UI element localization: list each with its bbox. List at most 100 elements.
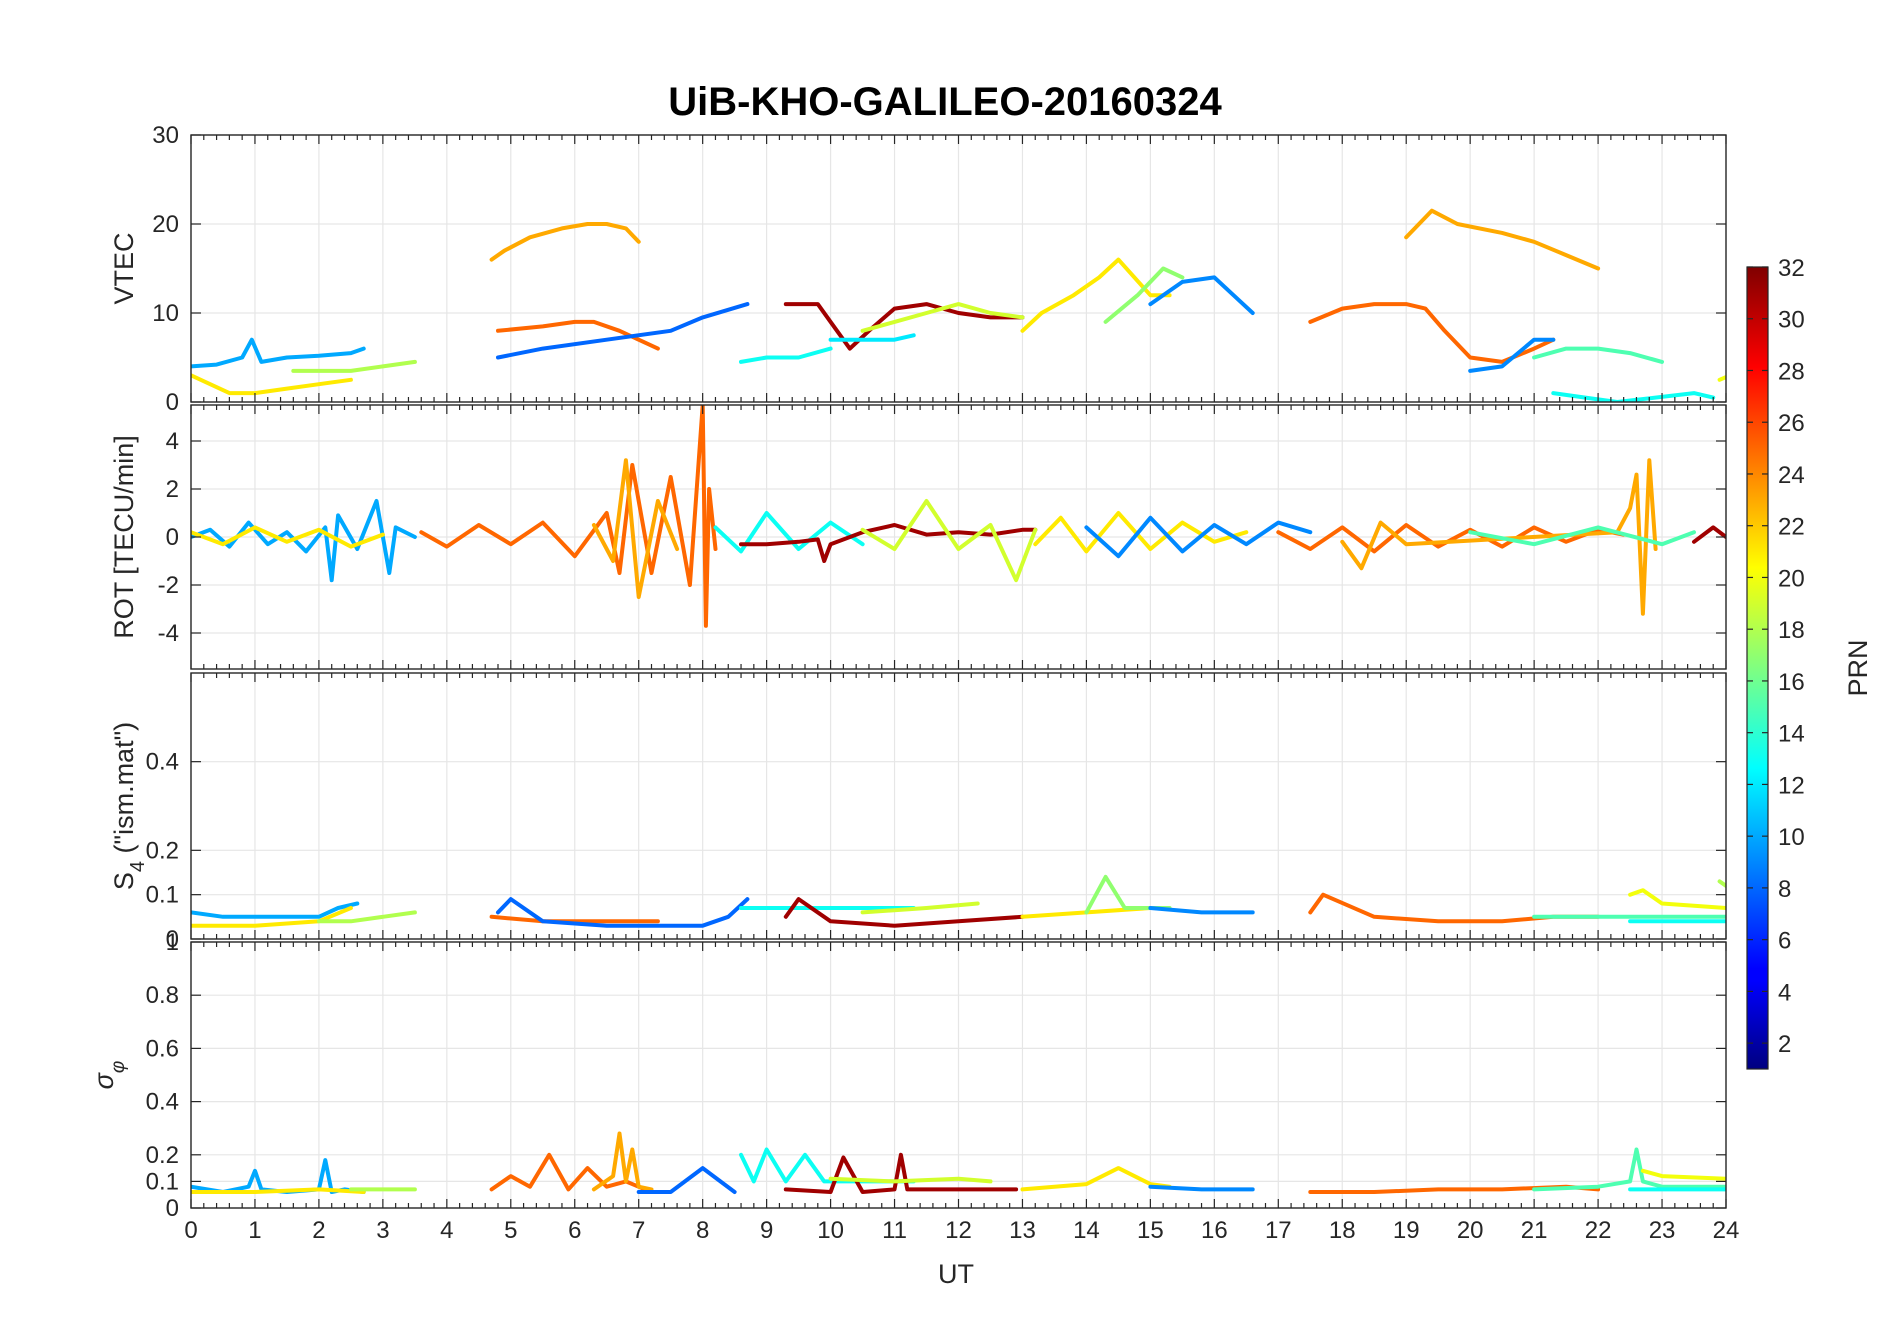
series-line-prn-19 <box>828 1176 993 1184</box>
series-line-prn-31 <box>739 523 1038 563</box>
x-tick-label: 12 <box>945 1217 972 1244</box>
series-line-prn-18 <box>316 910 417 924</box>
y-tick-label: 10 <box>152 300 179 327</box>
x-tick-label: 4 <box>440 1217 453 1244</box>
x-tick-label: 11 <box>882 1217 907 1244</box>
series-line-prn-18 <box>291 359 417 373</box>
colorbar-tick-label: 6 <box>1778 928 1791 955</box>
series-line-prn-8 <box>496 302 750 360</box>
x-tick-label: 7 <box>632 1217 645 1244</box>
x-tick-label: 1 <box>248 1217 261 1244</box>
x-tick-label: 13 <box>1009 1217 1036 1244</box>
x-axis-label: UT <box>938 1259 974 1289</box>
x-tick-label: 24 <box>1713 1217 1740 1244</box>
series-line-prn-25 <box>496 319 660 351</box>
series-line-prn-9 <box>1084 515 1313 559</box>
y-axis-label: VTEC <box>109 232 139 304</box>
x-tick-label: 14 <box>1073 1217 1100 1244</box>
series-line-prn-13 <box>739 346 833 364</box>
series-line-prn-9 <box>1148 906 1255 915</box>
series-line-prn-23 <box>489 222 641 262</box>
colorbar-tick-label: 2 <box>1778 1031 1791 1058</box>
series-line-prn-31 <box>783 1152 1019 1194</box>
series-line-prn-8 <box>636 1166 737 1194</box>
y-tick-label: 2 <box>166 476 179 503</box>
panel-2: -4 -2 0 2 4 ROT [TECU/min] <box>109 404 1727 670</box>
colorbar-tick-label: 16 <box>1778 669 1805 696</box>
x-tick-label: 8 <box>696 1217 709 1244</box>
series-line-prn-13 <box>1551 391 1716 402</box>
colorbar-tick-label: 22 <box>1778 514 1805 541</box>
series-line-prn-8 <box>496 897 750 928</box>
x-tick-label: 19 <box>1393 1217 1420 1244</box>
series-line-prn-9 <box>1468 337 1556 373</box>
series-line-prn-31 <box>783 302 1025 351</box>
colorbar-tick-label: 30 <box>1778 307 1805 334</box>
y-tick-label: 0 <box>166 389 179 416</box>
y-axis-label: ROT [TECU/min] <box>109 435 139 639</box>
colorbar-tick-label: 20 <box>1778 565 1805 592</box>
panel-3: 0 0.1 0.2 0.4S4 ("ism.mat") <box>109 672 1727 953</box>
x-tick-label: 17 <box>1265 1217 1292 1244</box>
y-tick-label: 4 <box>166 428 179 455</box>
y-tick-label: 0 <box>166 926 179 953</box>
series-line-prn-23 <box>591 1131 654 1192</box>
colorbar-tick-label: 24 <box>1778 462 1805 489</box>
series-line-prn-25 <box>489 914 660 924</box>
series-line-prn-21 <box>191 1187 366 1194</box>
series-line-prn-21 <box>1033 511 1249 554</box>
series-line-prn-31 <box>783 897 1025 928</box>
traces <box>191 208 1726 402</box>
series-line-prn-19 <box>860 901 980 915</box>
colorbar-label: PRN <box>1843 639 1873 696</box>
colorbar-tick-label: 4 <box>1778 979 1791 1006</box>
x-tick-label: 21 <box>1521 1217 1548 1244</box>
x-tick-label: 3 <box>376 1217 389 1244</box>
traces <box>191 874 1726 928</box>
series-line-prn-25 <box>419 405 718 628</box>
y-tick-label: 30 <box>152 122 179 149</box>
y-tick-label: 0.2 <box>146 837 179 864</box>
series-line-prn-10 <box>191 337 366 369</box>
x-tick-label: 16 <box>1201 1217 1228 1244</box>
traces <box>191 405 1726 628</box>
x-tick-label: 20 <box>1457 1217 1484 1244</box>
series-line-prn-23 <box>1404 208 1601 271</box>
series-line-prn-17 <box>1084 874 1172 915</box>
y-tick-label: 0.6 <box>146 1035 179 1062</box>
x-tick-label: 18 <box>1329 1217 1356 1244</box>
colorbar-tick-label: 18 <box>1778 617 1805 644</box>
panel-1: 0 10 20 30 VTEC <box>109 122 1727 416</box>
series-line-prn-20 <box>1717 375 1726 382</box>
series-line-prn-9 <box>1148 1184 1255 1192</box>
y-tick-label: 20 <box>152 211 179 238</box>
x-tick-label: 10 <box>817 1217 844 1244</box>
x-tick-label: 0 <box>184 1217 197 1244</box>
y-tick-label: 0.4 <box>146 1089 179 1116</box>
colorbar-tick-label: 12 <box>1778 772 1805 799</box>
series-line-prn-13 <box>713 511 865 554</box>
y-tick-label: 0.1 <box>146 1168 179 1195</box>
series-line-prn-21 <box>191 906 353 928</box>
chart-title: UiB-KHO-GALILEO-20160324 <box>668 80 1222 124</box>
y-tick-label: 0.1 <box>146 882 179 909</box>
x-tick-label: 5 <box>504 1217 517 1244</box>
y-axis-label: S4 ("ism.mat") <box>109 722 149 890</box>
y-tick-label: -4 <box>158 620 179 647</box>
series-line-prn-20 <box>1628 888 1726 910</box>
colorbar-tick-label: 32 <box>1778 255 1805 282</box>
y-tick-label: 0.8 <box>146 982 179 1009</box>
y-axis-label: σφ <box>89 1061 129 1090</box>
series-line-prn-20 <box>1640 1168 1726 1181</box>
series-line-prn-25 <box>1276 523 1626 554</box>
series-line-prn-21 <box>191 525 385 549</box>
colorbar-tick-label: 28 <box>1778 358 1805 385</box>
x-tick-label: 22 <box>1585 1217 1612 1244</box>
x-tick-label: 6 <box>568 1217 581 1244</box>
y-tick-label: 0.4 <box>146 749 179 776</box>
series-line-prn-21 <box>1020 257 1172 333</box>
series-line-prn-21 <box>1020 1166 1172 1192</box>
series-line-prn-15 <box>1532 346 1664 364</box>
